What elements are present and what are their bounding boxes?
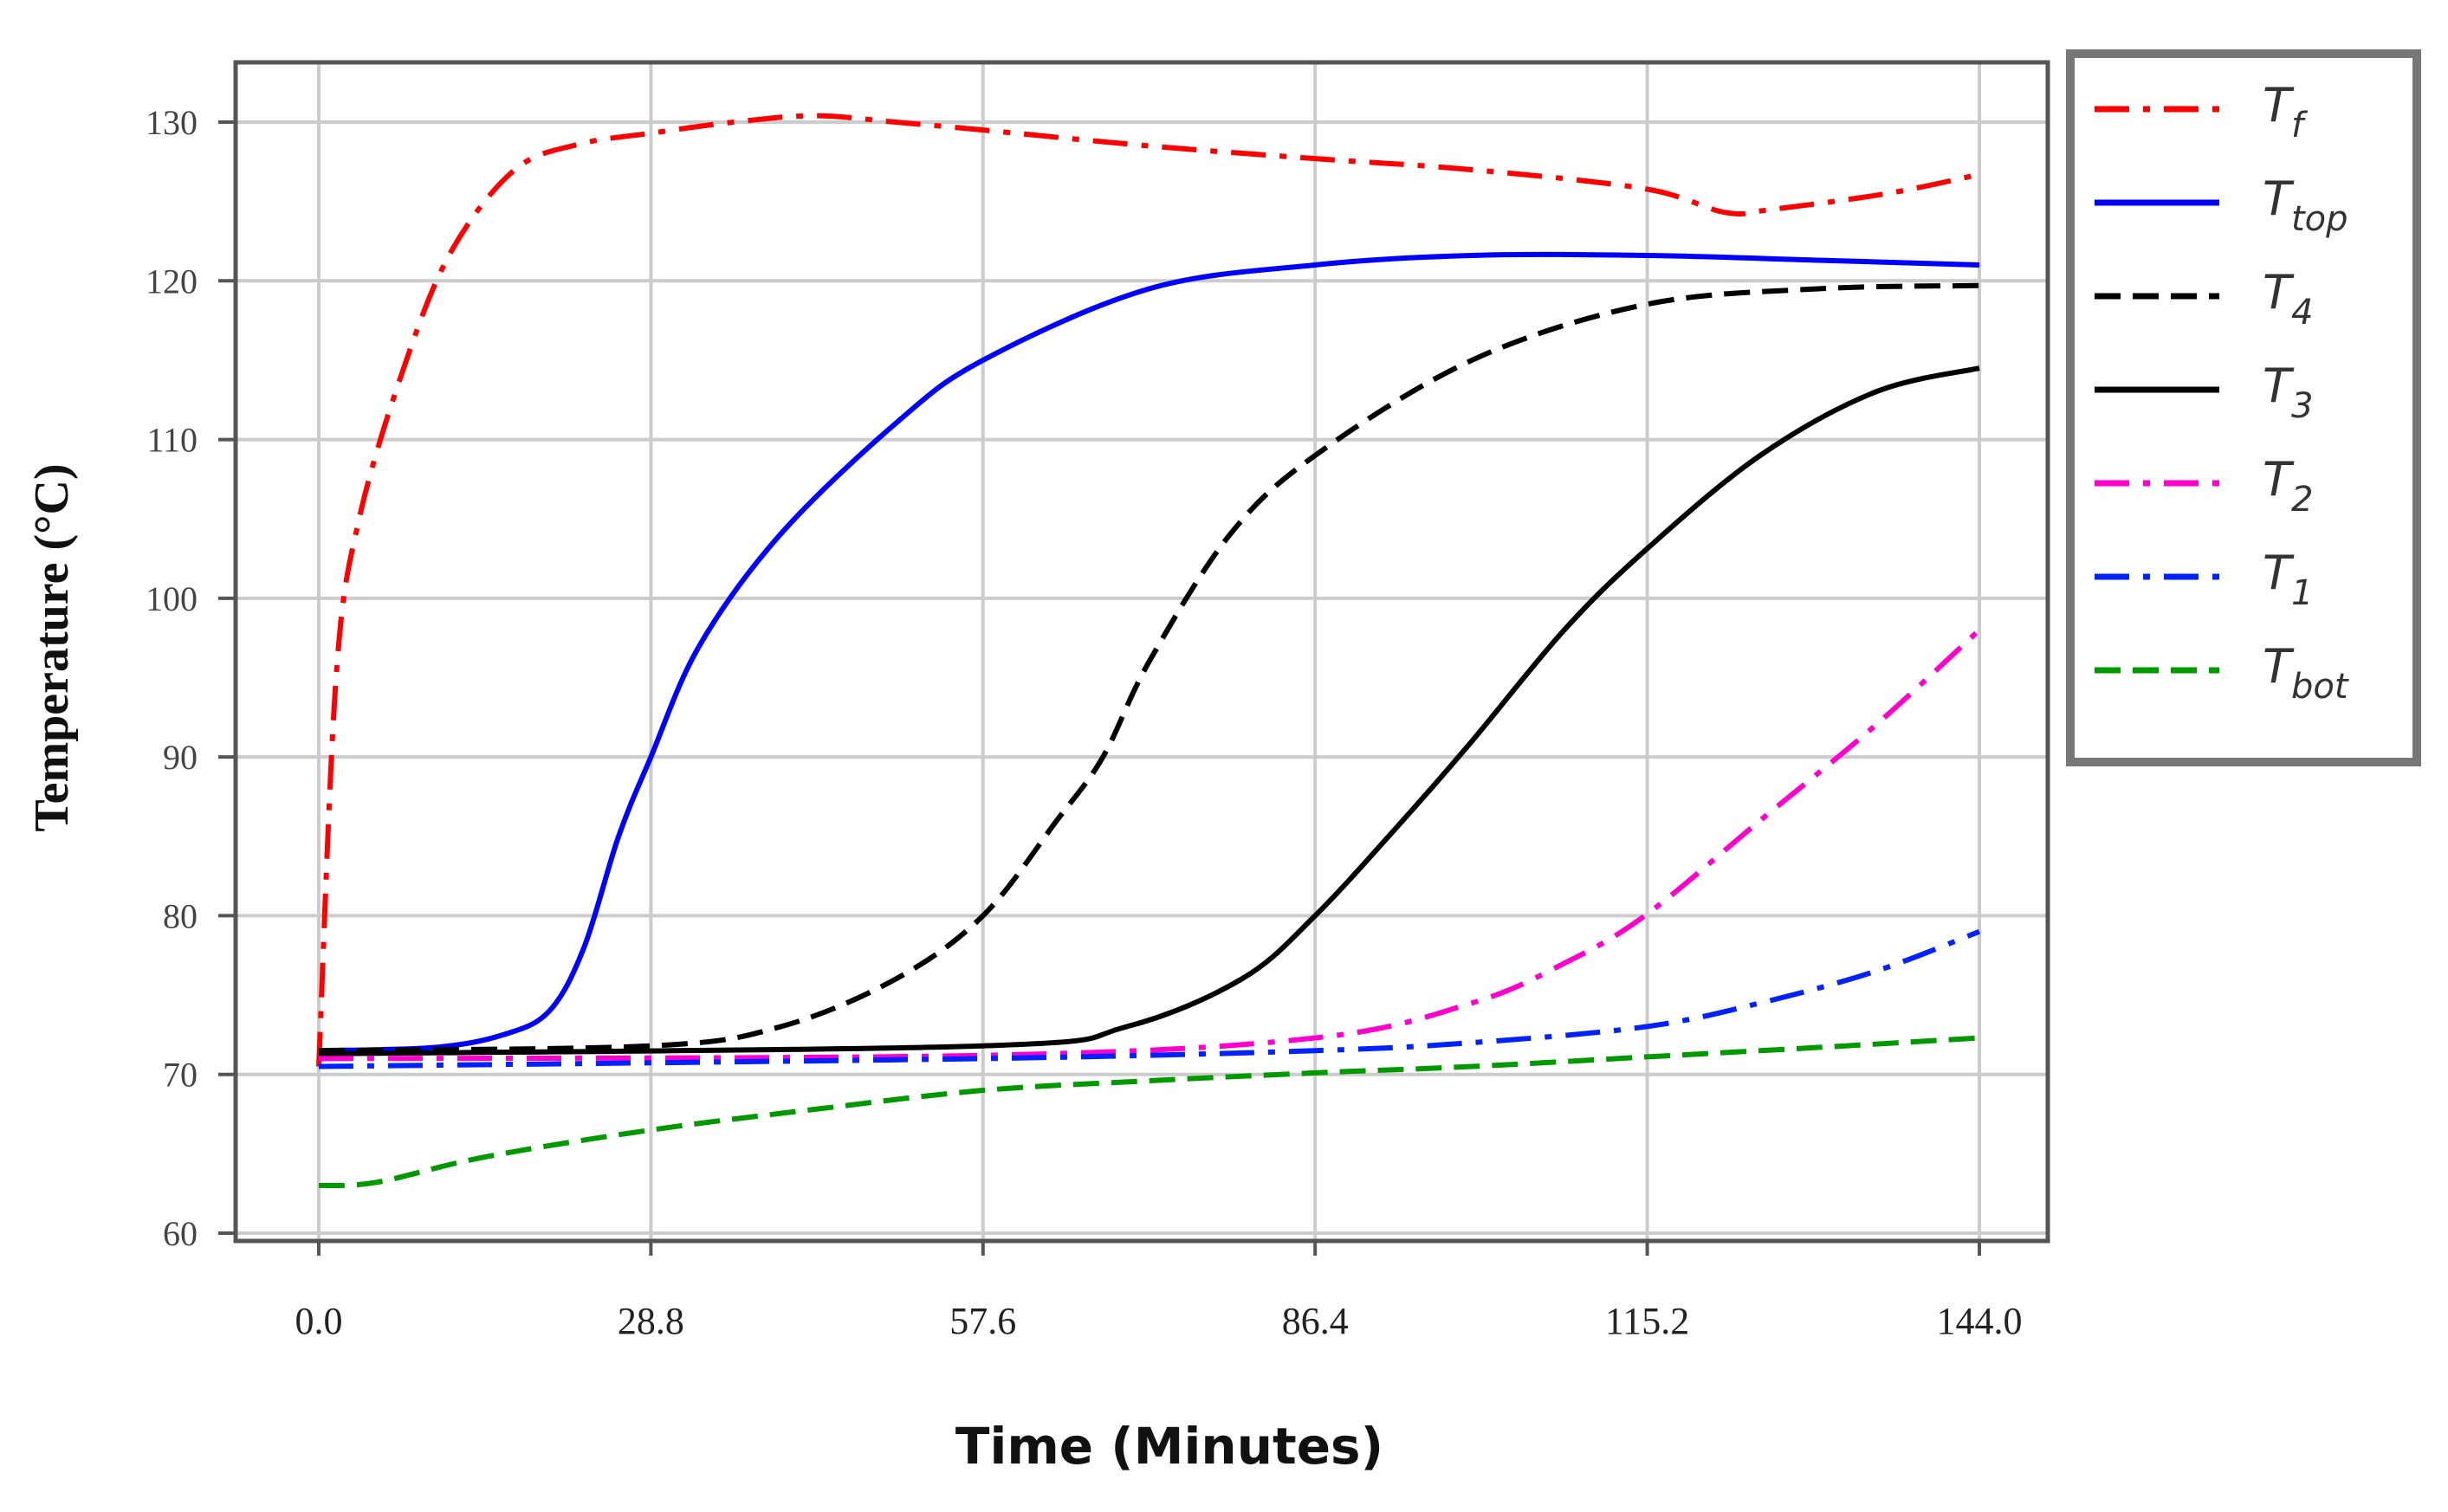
y-tick-label: 90 [163,738,198,777]
legend-label-base: T [2263,265,2295,320]
legend-frame [2066,49,2421,766]
legend-label-subscript: 4 [2291,293,2313,333]
series-t-top-line [318,251,1980,1054]
series-t-3-line [318,365,1980,1056]
series-lines [316,113,1982,1189]
series-t-bot-line [318,1035,1980,1189]
x-tick-label: 28.8 [618,1300,684,1342]
legend-label-base: T [2263,546,2295,600]
legend-label-base: T [2263,639,2295,694]
legend-label: T4 [2263,265,2313,333]
series-t-4-line [318,282,1980,1054]
series-t-f-line [316,113,1980,1067]
x-tick-label: 0.0 [295,1300,343,1342]
legend-label-subscript: top [2291,199,2348,239]
x-tick-label: 115.2 [1605,1300,1689,1342]
y-tick-label: 130 [146,103,198,142]
grid-lines [236,62,2048,1241]
y-tick-label: 60 [163,1214,198,1253]
y-tick-label: 110 [146,421,198,460]
legend-label-subscript: 3 [2291,386,2313,426]
legend-label: Ttop [2263,171,2348,239]
legend-label-base: T [2263,359,2295,413]
legend-label: T1 [2263,546,2313,613]
x-tick-label: 57.6 [949,1300,1016,1342]
series-t-1-line [318,928,1981,1069]
legend-label: T3 [2263,359,2313,426]
x-tick-label: 144.0 [1937,1300,2023,1342]
y-tick-label: 80 [163,896,198,935]
legend-label: Tbot [2263,639,2349,707]
y-tick-label: 120 [146,262,198,300]
legend-label-base: T [2263,171,2295,226]
plot-frame [233,60,2050,1244]
legend-label: T2 [2263,452,2313,520]
x-tick-label: 86.4 [1282,1300,1349,1342]
legend-label-base: T [2263,78,2295,132]
axis-ticks: 0.0 28.8 57.6 86.4 115.2 144.0 60 70 80 90 100 110 1… [146,103,2023,1342]
x-axis-label: Time (Minutes) [955,1417,1383,1476]
legend-label-subscript: bot [2291,667,2349,707]
y-tick-label: 70 [163,1056,198,1095]
legend-label-subscript: 1 [2291,573,2313,613]
legend-label-subscript: 2 [2291,480,2313,520]
y-axis-label: Temperature (°C) [25,463,79,831]
legend-label-base: T [2263,452,2295,507]
y-tick-label: 100 [146,579,198,618]
